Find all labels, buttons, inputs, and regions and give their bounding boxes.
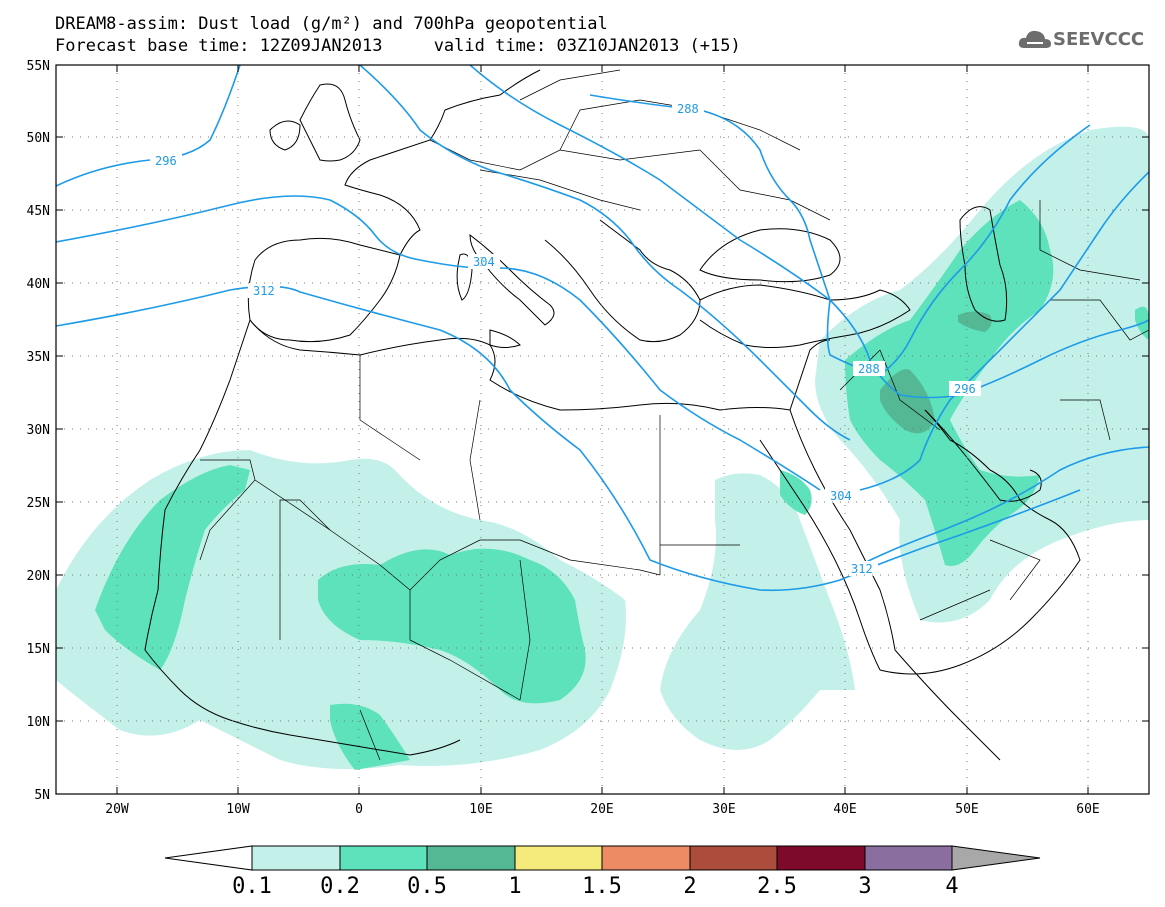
colorbar-label: 4 [945, 874, 958, 899]
colorbar-label: 2 [683, 874, 696, 899]
colorbar-segment [601, 845, 691, 871]
lat-label: 55N [27, 59, 50, 74]
colorbar-segment [776, 845, 866, 871]
lon-label: 60E [1076, 802, 1099, 817]
contour-label-296-east: 296 [954, 382, 976, 396]
contour-label-304-mid: 304 [473, 255, 495, 269]
lat-label: 35N [27, 350, 50, 365]
colorbar-label: 1 [508, 874, 521, 899]
cloud-icon [1018, 30, 1051, 48]
lon-label: 40E [833, 802, 856, 817]
lon-label: 20W [105, 802, 129, 817]
contour-312-east [859, 446, 1149, 566]
colorbar-label: 2.5 [757, 874, 797, 899]
contour-label-304-east: 304 [830, 489, 852, 503]
colorbar-segment-under [164, 845, 253, 871]
lon-label: 10W [226, 802, 250, 817]
colorbar-segment [426, 845, 516, 871]
colorbar-label: 0.2 [320, 874, 360, 899]
colorbar-label: 3 [858, 874, 871, 899]
lat-label: 25N [27, 496, 50, 511]
colorbar-label: 0.1 [232, 874, 272, 899]
colorbar-segment [689, 845, 778, 871]
lon-label: 10E [469, 802, 492, 817]
contour-label-312-east: 312 [851, 562, 873, 576]
lat-label: 15N [27, 642, 50, 657]
logo-text: SEEVCCC [1053, 29, 1145, 50]
colorbar-segment [514, 845, 603, 871]
contour-label-312-west: 312 [253, 284, 275, 298]
dust-layer-medium [95, 200, 1149, 770]
colorbar-segment-over [951, 845, 1041, 871]
contour-304 [56, 195, 821, 491]
colorbar-label: 1.5 [582, 874, 622, 899]
lat-label: 40N [27, 277, 50, 292]
map-subtitle: Forecast base time: 12Z09JAN2013 valid t… [55, 36, 741, 56]
contour-label-296-west: 296 [155, 154, 177, 168]
lat-label: 45N [27, 204, 50, 219]
colorbar-segment [251, 845, 341, 871]
colorbar-segment [339, 845, 428, 871]
seevccc-logo: SEEVCCC [1018, 27, 1158, 53]
contour-label-288-north: 288 [677, 102, 699, 116]
map-title: DREAM8-assim: Dust load (g/m²) and 700hP… [55, 14, 608, 34]
contour-304-east [859, 171, 1149, 491]
lat-label: 20N [27, 569, 50, 584]
colorbar [164, 845, 1041, 871]
geopotential-contours [56, 65, 1149, 592]
lat-label: 5N [34, 788, 50, 803]
colorbar-segment [864, 845, 953, 871]
lon-label: 50E [955, 802, 978, 817]
lon-label: 0 [355, 802, 363, 817]
lat-label: 50N [27, 131, 50, 146]
lat-label: 10N [27, 715, 50, 730]
lon-label: 30E [712, 802, 735, 817]
lat-label: 30N [27, 423, 50, 438]
country-borders [199, 69, 1149, 761]
contour-304-mid [359, 65, 851, 441]
contour-296-east [469, 65, 1149, 399]
lon-label: 20E [590, 802, 613, 817]
contour-288 [589, 94, 1091, 376]
colorbar-label: 0.5 [407, 874, 447, 899]
contour-label-288-east: 288 [858, 362, 880, 376]
